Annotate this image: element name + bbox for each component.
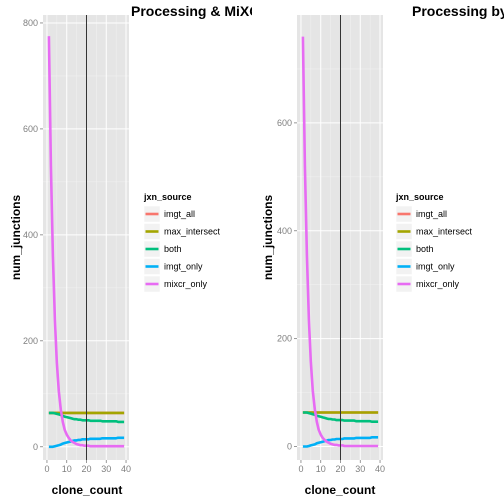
legend-key-imgt-all: [143, 205, 161, 223]
legend-title: jxn_source: [395, 192, 444, 202]
x-tick-label: 0: [44, 464, 49, 474]
y-tick-label: 200: [23, 336, 38, 346]
y-tick-label: 600: [23, 124, 38, 134]
minor-gridlines: [43, 15, 129, 460]
legend-label-mixcr-only: mixcr_only: [416, 279, 460, 289]
x-tick-label: 10: [62, 464, 72, 474]
x-tick-label: 20: [81, 464, 91, 474]
chart-panel-left: 0 10 20 30 40 0 200 400 600 800 clone_count num_jun…: [9, 3, 252, 497]
y-tick-label: 400: [277, 226, 292, 236]
x-tick-label: 20: [335, 464, 345, 474]
y-tick-label: 200: [277, 334, 292, 344]
legend-key-imgt-all: [395, 205, 413, 223]
legend-label-both: both: [164, 244, 182, 254]
legend-key-imgt-only: [395, 258, 413, 275]
legend-title: jxn_source: [143, 192, 192, 202]
legend-label-imgt-all: imgt_all: [164, 209, 195, 219]
y-axis: 0 200 400 600: [277, 118, 297, 452]
legend-label-imgt-only: imgt_only: [416, 262, 455, 272]
legend-key-imgt-only: [143, 258, 161, 275]
legend-key-max-intersect: [143, 223, 161, 240]
chart-svg-right: 0 10 20 30 400200400600clone_countnum_juncti…: [261, 3, 504, 497]
legend-key-mixcr-only: [395, 275, 413, 293]
chart-svg-left: 0 10 20 30 400200400600800clone_countnum_jun…: [9, 3, 252, 497]
legend-label-max-intersect: max_intersect: [164, 227, 221, 237]
x-tick-label: 0: [298, 464, 303, 474]
x-tick-label: 40: [375, 464, 385, 474]
x-axis-title: clone_count: [52, 483, 123, 497]
y-tick-label: 400: [23, 230, 38, 240]
minor-gridlines: [297, 15, 383, 460]
legend-key-both: [143, 240, 161, 258]
chart-title: Processing by: [412, 3, 504, 19]
y-tick-label: 0: [287, 442, 292, 452]
y-axis: 0 200 400 600 800: [23, 18, 43, 452]
x-tick-label: 30: [355, 464, 365, 474]
legend-label-max-intersect: max_intersect: [416, 227, 473, 237]
x-tick-label: 40: [121, 464, 131, 474]
legend-label-mixcr-only: mixcr_only: [164, 279, 208, 289]
x-axis-title: clone_count: [305, 483, 376, 497]
x-axis: 0 10 20 30 40: [298, 460, 385, 474]
legend-key-max-intersect: [395, 223, 413, 240]
y-tick-label: 0: [33, 442, 38, 452]
legend-key-both: [395, 240, 413, 258]
legend-key-mixcr-only: [143, 275, 161, 293]
y-axis-title: num_junctions: [261, 195, 275, 281]
y-tick-label: 800: [23, 18, 38, 28]
y-tick-label: 600: [277, 118, 292, 128]
y-axis-title: num_junctions: [9, 195, 23, 281]
legend-label-imgt-all: imgt_all: [416, 209, 447, 219]
x-axis: 0 10 20 30 40: [44, 460, 131, 474]
legend-label-both: both: [416, 244, 434, 254]
legend-label-imgt-only: imgt_only: [164, 262, 203, 272]
x-tick-label: 10: [316, 464, 326, 474]
chart-title: Processing & MiXCR: [131, 3, 252, 19]
chart-panel-right: 0 10 20 30 40 0 200 400 600 clone_count num_juncti…: [252, 0, 504, 504]
x-tick-label: 30: [101, 464, 111, 474]
